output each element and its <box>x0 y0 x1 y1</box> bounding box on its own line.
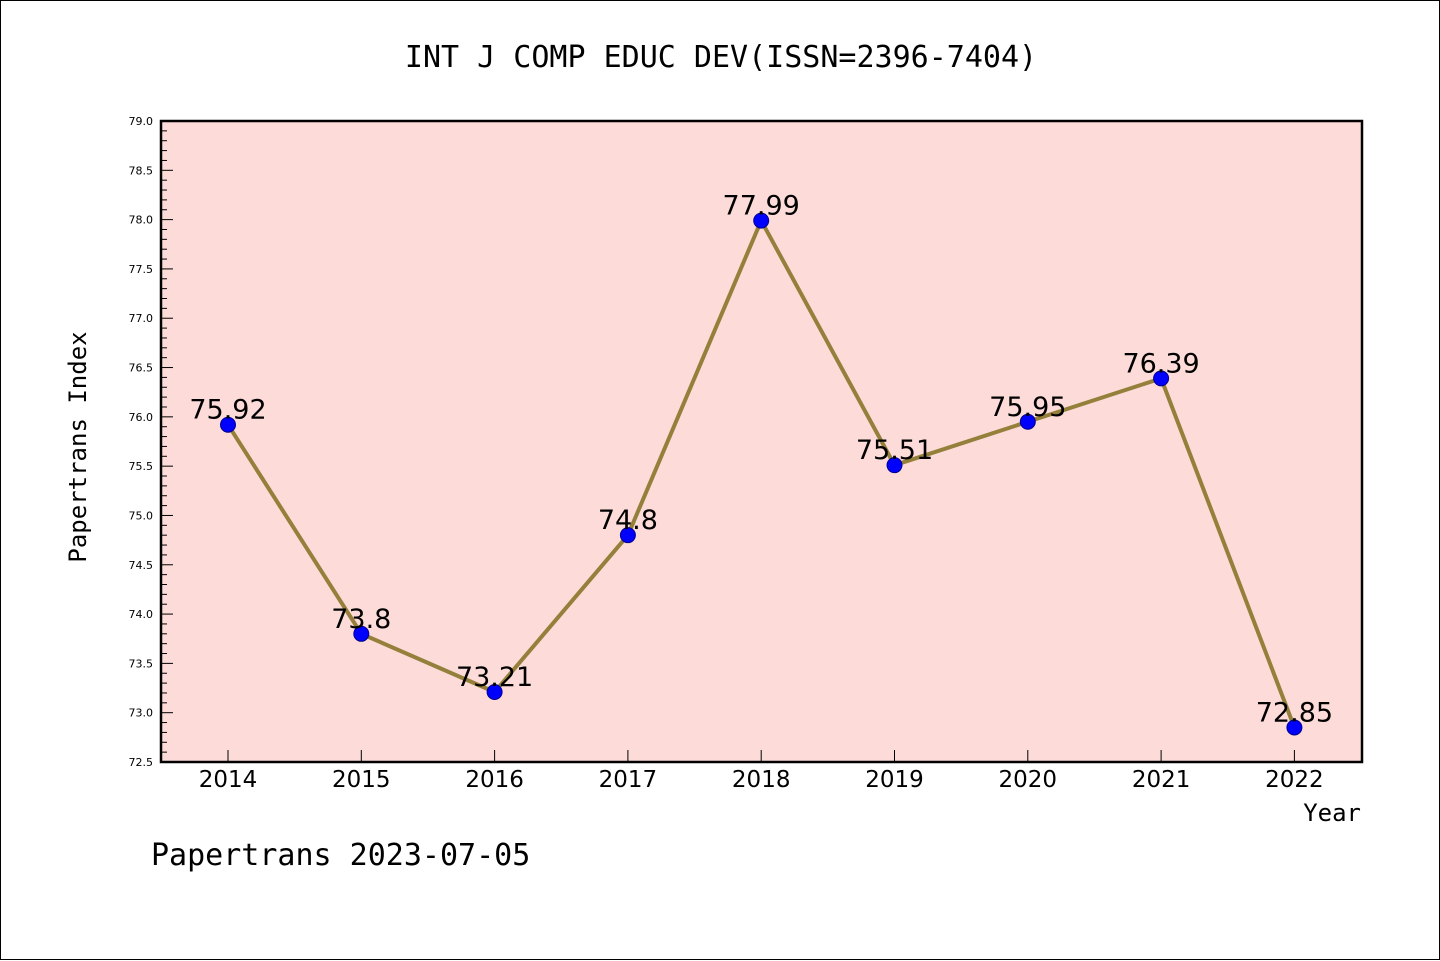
data-point <box>1019 413 1036 430</box>
x-tick-label: 2014 <box>199 767 258 793</box>
data-label: 73.8 <box>331 604 391 635</box>
data-label: 75.51 <box>856 435 933 466</box>
y-axis-label: Papertrans Index <box>64 331 92 562</box>
data-label: 74.8 <box>598 505 658 536</box>
x-axis-ticks: 2014 2015 2016 2017 2018 2019 2020 2021 2022 <box>199 750 1324 793</box>
y-tick-label: 79.0 <box>129 115 154 128</box>
y-tick-label: 75.5 <box>129 460 154 473</box>
data-point <box>486 683 503 700</box>
data-labels: 75.92 73.8 73.21 74.8 77.99 75.51 75.95 76.39 72… <box>189 191 1333 729</box>
data-point <box>619 527 636 544</box>
x-axis-label: Year <box>1303 799 1361 827</box>
y-axis-ticks: 72.5 73.0 73.5 74.0 74.5 75.0 75.5 76.0 76.5 77.0… <box>129 115 173 769</box>
x-tick-label: 2018 <box>732 767 791 793</box>
data-point <box>886 457 903 474</box>
data-point <box>1286 719 1303 736</box>
chart-title: INT J COMP EDUC DEV(ISSN=2396-7404) <box>405 40 1037 75</box>
y-tick-label: 73.0 <box>129 707 154 720</box>
y-tick-label: 73.5 <box>129 657 154 670</box>
x-tick-label: 2017 <box>599 767 658 793</box>
plot-border <box>159 119 1364 764</box>
y-tick-label: 77.0 <box>129 312 154 325</box>
data-point <box>353 625 370 642</box>
data-label: 77.99 <box>723 191 800 222</box>
y-tick-label: 78.0 <box>129 214 154 227</box>
x-tick-label: 2020 <box>999 767 1058 793</box>
y-tick-label: 75.0 <box>129 509 154 522</box>
x-tick-label: 2015 <box>332 767 391 793</box>
y-tick-label: 76.5 <box>129 362 154 375</box>
y-tick-label: 74.0 <box>129 608 154 621</box>
data-point <box>220 416 236 433</box>
x-tick-label: 2022 <box>1265 767 1324 793</box>
y-tick-label: 77.5 <box>129 263 154 276</box>
data-label: 75.95 <box>989 392 1066 423</box>
data-label: 73.21 <box>456 662 533 693</box>
x-tick-label: 2021 <box>1132 767 1191 793</box>
data-label: 72.85 <box>1256 697 1333 728</box>
data-point <box>1153 370 1170 387</box>
x-tick-label: 2016 <box>465 767 524 793</box>
data-label: 75.92 <box>189 395 266 426</box>
y-tick-label: 72.5 <box>129 756 154 769</box>
footer-text: Papertrans 2023-07-05 <box>151 838 530 873</box>
x-tick-label: 2019 <box>865 767 924 793</box>
y-tick-label: 76.0 <box>129 411 154 424</box>
y-tick-label: 74.5 <box>129 559 154 572</box>
data-markers <box>220 212 1303 736</box>
data-label: 76.39 <box>1122 348 1199 379</box>
y-tick-label: 78.5 <box>129 164 154 177</box>
data-point <box>753 212 770 229</box>
